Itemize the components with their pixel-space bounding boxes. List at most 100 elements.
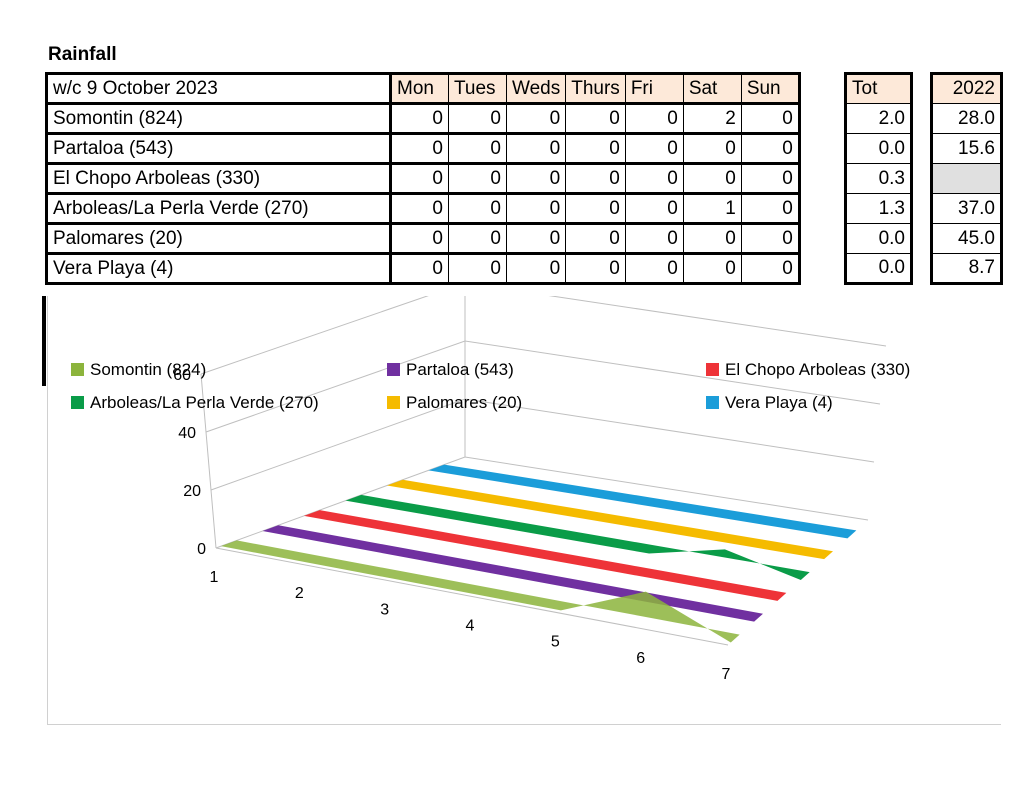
rain-cell: 0	[682, 252, 742, 284]
year-header: 2022	[931, 73, 1002, 104]
week-label: w/c 9 October 2023	[46, 73, 392, 104]
x-tick-label: 4	[466, 618, 475, 635]
series-area	[386, 479, 833, 560]
rain-cell: 0	[390, 252, 449, 284]
y-tick-label: 40	[178, 425, 196, 442]
tot-cell: 0.3	[845, 163, 912, 194]
tot-cell: 0.0	[845, 223, 912, 254]
series-area	[428, 464, 857, 539]
rain-cell: 0	[740, 252, 801, 284]
legend-label: Arboleas/La Perla Verde (270)	[90, 393, 319, 412]
table-row: Arboleas/La Perla Verde (270) 0 0 0 0 0 …	[46, 192, 801, 224]
rain-cell: 0	[448, 162, 507, 194]
tot-cell: 0.0	[845, 133, 912, 164]
rain-cell: 0	[565, 222, 626, 254]
rain-cell: 0	[740, 102, 801, 134]
rain-cell: 0	[682, 162, 742, 194]
rain-cell: 1	[682, 192, 742, 224]
rain-cell: 0	[565, 252, 626, 284]
year-cell: 45.0	[931, 223, 1002, 254]
x-tick-label: 1	[210, 569, 219, 586]
year-cell: 28.0	[931, 103, 1002, 134]
series-area	[262, 525, 763, 622]
y-tick-label: 0	[197, 541, 206, 558]
rain-cell: 0	[565, 132, 626, 164]
rain-cell: 0	[624, 222, 684, 254]
rain-cell: 0	[448, 192, 507, 224]
legend-swatch	[706, 363, 719, 376]
rain-cell: 0	[565, 102, 626, 134]
rain-cell: 0	[624, 162, 684, 194]
chart-area: 0 20 40 60 1 2 3 4 5 6 7 Somontin (824) Partaloa (54…	[47, 282, 1001, 725]
series-area	[345, 494, 810, 580]
legend-swatch	[387, 363, 400, 376]
rain-cell: 0	[740, 192, 801, 224]
rain-cell: 0	[565, 162, 626, 194]
rain-cell: 0	[565, 192, 626, 224]
rain-cell: 0	[740, 222, 801, 254]
location-name: Partaloa (543)	[46, 132, 392, 164]
table-header-row: w/c 9 October 2023 Mon Tues Weds Thurs F…	[46, 73, 801, 104]
rain-cell: 0	[448, 252, 507, 284]
rain-cell: 0	[505, 192, 567, 224]
day-header: Tues	[448, 73, 507, 104]
x-axis-line	[215, 547, 729, 646]
rain-cell: 0	[390, 222, 449, 254]
table-row: Vera Playa (4) 0 0 0 0 0 0 0	[46, 252, 801, 284]
legend-label: Somontin (824)	[90, 360, 206, 379]
day-header: Sat	[682, 73, 742, 104]
rain-cell: 0	[624, 192, 684, 224]
rain-cell: 0	[390, 162, 449, 194]
legend-swatch	[387, 396, 400, 409]
rain-cell: 0	[505, 162, 567, 194]
legend-label: El Chopo Arboleas (330)	[725, 360, 910, 379]
rain-cell: 0	[740, 162, 801, 194]
table-row: Palomares (20) 0 0 0 0 0 0 0	[46, 222, 801, 254]
legend-label: Vera Playa (4)	[725, 393, 833, 412]
table-row: Partaloa (543) 0 0 0 0 0 0 0	[46, 132, 801, 164]
year-table: 2022 28.0 15.6 37.0 45.0 8.7	[930, 72, 1003, 285]
rain-cell: 0	[448, 102, 507, 134]
rain-cell: 0	[448, 222, 507, 254]
table-left-border	[42, 296, 46, 386]
x-tick-label: 3	[380, 601, 389, 618]
gridline	[210, 398, 875, 491]
rain-cell: 0	[505, 252, 567, 284]
rain-cell: 0	[505, 132, 567, 164]
gridline	[205, 340, 881, 433]
table-row: Somontin (824) 0 0 0 0 0 2 0	[46, 102, 801, 134]
rain-cell: 0	[740, 132, 801, 164]
rain-cell: 0	[448, 132, 507, 164]
legend-swatch	[706, 396, 719, 409]
table-row: El Chopo Arboleas (330) 0 0 0 0 0 0 0	[46, 162, 801, 194]
total-table: Tot 2.0 0.0 0.3 1.3 0.0 0.0	[844, 72, 913, 285]
year-cell: 15.6	[931, 133, 1002, 164]
page-title: Rainfall	[48, 44, 117, 65]
y-axis-line	[200, 373, 217, 549]
location-name: Palomares (20)	[46, 222, 392, 254]
tot-header: Tot	[845, 73, 912, 104]
year-cell: 37.0	[931, 193, 1002, 224]
day-header: Thurs	[565, 73, 626, 104]
location-name: Arboleas/La Perla Verde (270)	[46, 192, 392, 224]
rain-cell: 0	[624, 102, 684, 134]
rain-cell: 0	[505, 102, 567, 134]
x-tick-label: 2	[295, 585, 304, 602]
tot-cell: 2.0	[845, 103, 912, 134]
location-name: El Chopo Arboleas (330)	[46, 162, 392, 194]
x-tick-label: 5	[551, 634, 560, 651]
series-area	[303, 510, 787, 601]
legend-swatch	[71, 363, 84, 376]
rain-cell: 0	[624, 132, 684, 164]
series-area	[220, 540, 740, 643]
x-tick-label: 6	[636, 650, 645, 667]
y-tick-label: 60	[173, 367, 191, 384]
legend-label: Palomares (20)	[406, 393, 522, 412]
day-header: Sun	[740, 73, 801, 104]
rainfall-table: w/c 9 October 2023 Mon Tues Weds Thurs F…	[45, 72, 801, 285]
rain-cell: 2	[682, 102, 742, 134]
legend-swatch	[71, 396, 84, 409]
rain-cell: 0	[390, 102, 449, 134]
location-name: Vera Playa (4)	[46, 252, 392, 284]
year-cell: 8.7	[931, 253, 1002, 284]
